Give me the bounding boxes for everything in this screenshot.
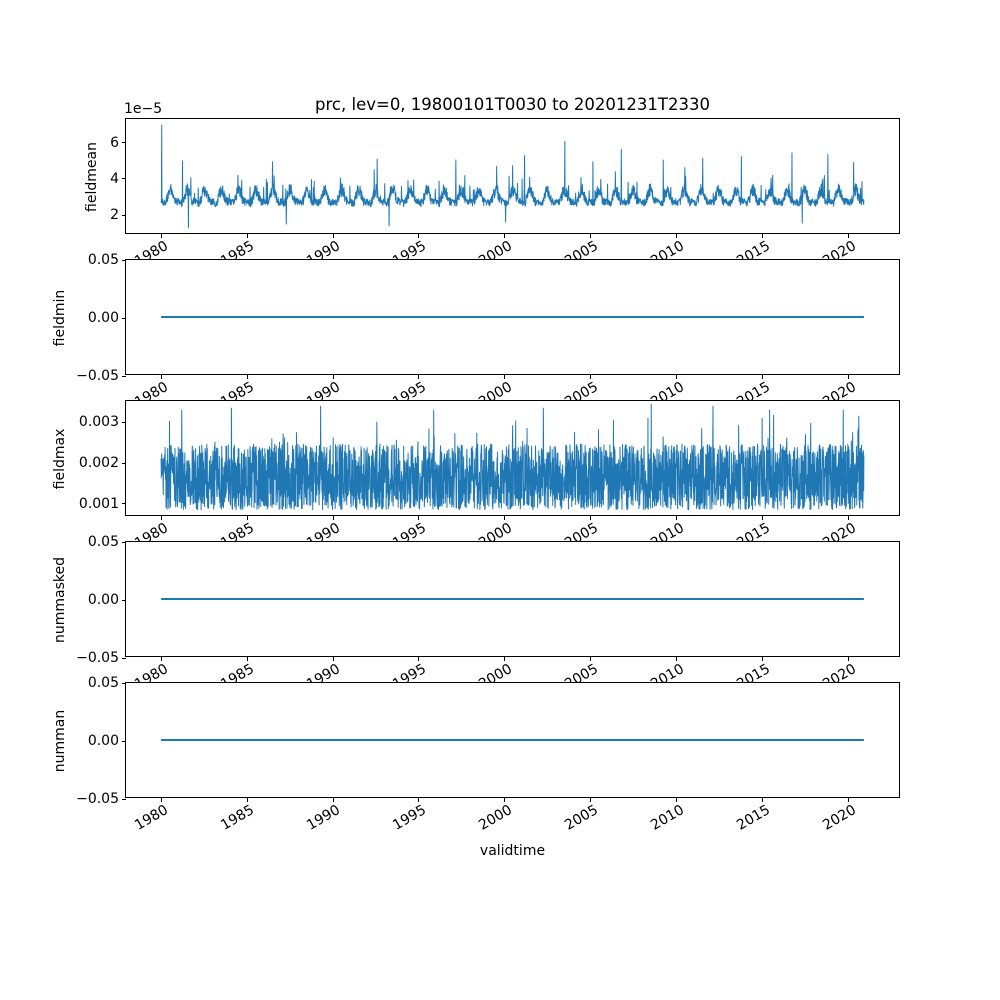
- x-tick-mark: [676, 657, 678, 661]
- x-tick-mark: [590, 234, 592, 238]
- x-tick-mark: [676, 798, 678, 802]
- y-tick-label: 0.001: [78, 495, 119, 512]
- x-tick-label: 2015: [733, 802, 773, 834]
- y-tick-label: 0.003: [78, 414, 119, 431]
- x-tick-label: 1995: [390, 802, 429, 834]
- fieldmin-line-series: [161, 316, 864, 318]
- fieldmax-line-series: [160, 403, 865, 511]
- x-tick-mark: [418, 516, 420, 520]
- x-tick-label: 2000: [476, 802, 515, 834]
- y-tick-label: 2: [110, 207, 119, 224]
- x-tick-mark: [762, 375, 764, 379]
- y-tick-mark: [122, 503, 126, 505]
- y-tick-label: 0.00: [87, 733, 119, 749]
- x-tick-mark: [160, 798, 162, 802]
- subplot-nummasked: nummasked 0.05 0.00 −0.05 1980 1985 1990 1995 2…: [52, 534, 900, 693]
- x-tick-mark: [676, 375, 678, 379]
- y-tick-label: 4: [110, 170, 119, 187]
- x-tick-mark: [762, 516, 764, 520]
- x-tick-mark: [848, 516, 850, 520]
- x-tick-label: 2010: [647, 802, 687, 834]
- y-tick-mark: [122, 375, 126, 377]
- x-tick-mark: [504, 234, 506, 238]
- x-tick-mark: [590, 798, 592, 802]
- x-tick-mark: [246, 516, 248, 520]
- y-tick-label: 0.05: [87, 252, 119, 268]
- x-tick-mark: [418, 657, 420, 661]
- x-tick-mark: [246, 234, 248, 238]
- y-tick-label: −0.05: [76, 368, 119, 384]
- fieldmean-line-series: [160, 124, 865, 229]
- y-tick-label: −0.05: [76, 791, 119, 807]
- y-tick-mark: [122, 798, 126, 800]
- x-tick-mark: [590, 516, 592, 520]
- y-tick-label: 0.00: [87, 310, 119, 326]
- x-tick-label: 1980: [132, 802, 172, 834]
- y-tick-mark: [122, 541, 126, 543]
- y-tick-mark: [122, 462, 126, 464]
- y-tick-mark: [122, 421, 126, 423]
- x-tick-mark: [160, 516, 162, 520]
- subplot-fieldmean: 1e−5 fieldmean 2 4 6 1980 1985 1990 1995 2000 20…: [84, 101, 900, 270]
- x-tick-label: 2020: [819, 802, 859, 834]
- x-tick-mark: [848, 375, 850, 379]
- subplot-fieldmin: fieldmin 0.05 0.00 −0.05 1980 1985 1990 1995 20…: [52, 252, 900, 411]
- figure-title: prc, lev=0, 19800101T0030 to 20201231T23…: [315, 95, 710, 114]
- x-tick-mark: [246, 657, 248, 661]
- y-tick-mark: [122, 740, 126, 742]
- y-tick-mark: [122, 682, 126, 684]
- y-tick-label: 0.00: [87, 592, 119, 608]
- x-tick-mark: [332, 798, 334, 802]
- x-tick-mark: [676, 234, 678, 238]
- x-tick-mark: [504, 798, 506, 802]
- x-tick-mark: [848, 657, 850, 661]
- x-tick-mark: [590, 375, 592, 379]
- nummasked-line-series: [161, 598, 864, 600]
- x-tick-mark: [246, 375, 248, 379]
- y-tick-mark: [122, 317, 126, 319]
- x-tick-mark: [848, 798, 850, 802]
- x-tick-mark: [504, 375, 506, 379]
- y-tick-mark: [122, 178, 126, 180]
- x-tick-mark: [418, 234, 420, 238]
- x-tick-label: 1990: [304, 802, 344, 834]
- x-tick-mark: [762, 234, 764, 238]
- y-axis-offset-text: 1e−5: [124, 101, 163, 117]
- x-tick-mark: [418, 375, 420, 379]
- x-axis-label: validtime: [479, 843, 546, 859]
- x-tick-mark: [332, 516, 334, 520]
- x-tick-mark: [160, 657, 162, 661]
- x-tick-mark: [848, 234, 850, 238]
- x-tick-mark: [332, 234, 334, 238]
- x-tick-mark: [762, 798, 764, 802]
- x-tick-mark: [332, 657, 334, 661]
- y-tick-label: 0.05: [87, 675, 119, 691]
- x-tick-mark: [590, 657, 592, 661]
- y-tick-mark: [122, 599, 126, 601]
- x-tick-mark: [504, 657, 506, 661]
- x-tick-mark: [246, 798, 248, 802]
- subplot-numman: numman 0.05 0.00 −0.05 1980 1985 1990 1995 2000…: [52, 675, 900, 834]
- x-tick-mark: [762, 657, 764, 661]
- y-tick-label: 0.05: [87, 534, 119, 550]
- x-tick-mark: [418, 798, 420, 802]
- numman-line-series: [161, 739, 864, 741]
- x-tick-mark: [676, 516, 678, 520]
- subplot-fieldmax: fieldmax 0.001 0.002 0.003 1980 1985 1990 1995…: [52, 400, 900, 552]
- x-tick-mark: [160, 375, 162, 379]
- y-tick-mark: [122, 142, 126, 144]
- y-tick-label: 6: [110, 134, 119, 151]
- x-tick-label: 2005: [561, 802, 601, 834]
- x-tick-mark: [332, 375, 334, 379]
- y-tick-label: −0.05: [76, 650, 119, 666]
- y-tick-mark: [122, 657, 126, 659]
- y-tick-mark: [122, 259, 126, 261]
- y-tick-label: 0.002: [78, 455, 119, 472]
- x-tick-mark: [504, 516, 506, 520]
- x-tick-mark: [160, 234, 162, 238]
- y-tick-mark: [122, 214, 126, 216]
- x-tick-label: 1985: [218, 802, 258, 834]
